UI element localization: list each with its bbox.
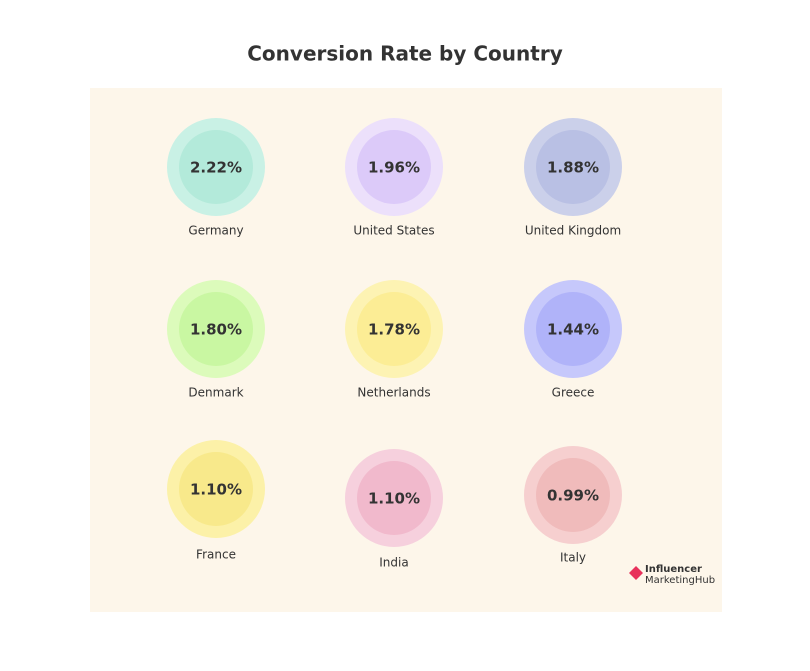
inner-circle <box>536 130 610 204</box>
value-label: 1.78% <box>368 321 420 339</box>
value-label: 1.44% <box>547 321 599 339</box>
country-label: Denmark <box>188 386 243 400</box>
logo-text: MarketingHub <box>645 575 715 586</box>
country-label: United States <box>353 224 434 238</box>
logo-text: Influencer <box>645 564 702 575</box>
inner-circle <box>357 292 431 366</box>
country-label: France <box>196 548 236 562</box>
country-label: Netherlands <box>357 386 430 400</box>
inner-circle <box>357 130 431 204</box>
country-label: India <box>379 556 408 570</box>
title: Conversion Rate by Country <box>247 42 562 66</box>
value-label: 1.80% <box>190 321 242 339</box>
inner-circle <box>179 292 253 366</box>
value-label: 1.96% <box>368 159 420 177</box>
inner-circle <box>536 292 610 366</box>
country-label: Italy <box>560 551 586 565</box>
value-label: 1.88% <box>547 159 599 177</box>
logo: Influencer MarketingHub <box>629 564 715 586</box>
value-label: 0.99% <box>547 487 599 505</box>
value-label: 2.22% <box>190 159 242 177</box>
country-label: Greece <box>552 386 595 400</box>
inner-circle <box>536 458 610 532</box>
inner-circle <box>357 461 431 535</box>
inner-circle <box>179 452 253 526</box>
value-label: 1.10% <box>368 490 420 508</box>
inner-circle <box>179 130 253 204</box>
country-label: United Kingdom <box>525 224 621 238</box>
value-label: 1.10% <box>190 481 242 499</box>
logo-icon <box>629 566 643 580</box>
country-label: Germany <box>188 224 243 238</box>
